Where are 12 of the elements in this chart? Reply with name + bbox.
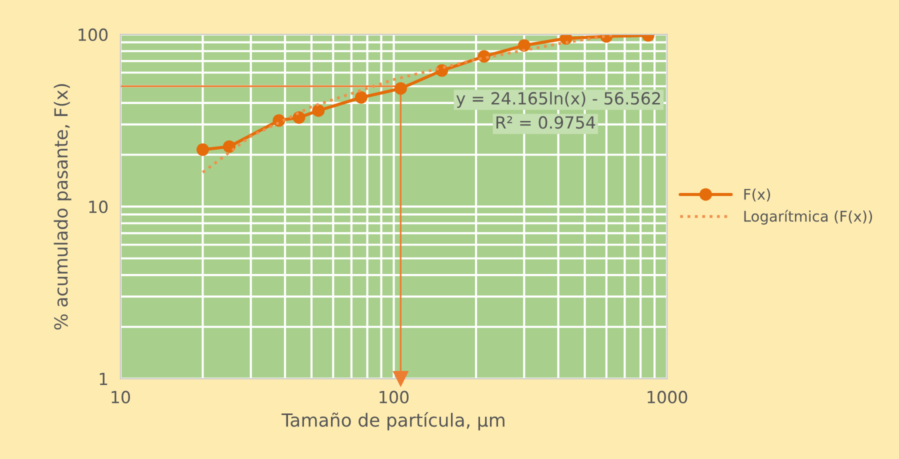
- annotation: R² = 0.9754: [496, 116, 596, 129]
- y-tick-label: 100: [78, 28, 108, 41]
- legend-label: F(x): [744, 188, 770, 202]
- annotation: y = 24.165ln(x) - 56.562: [456, 92, 660, 108]
- x-axis-title: Tamaño de partícula, µm: [282, 412, 504, 430]
- y-axis-title: % acumulado pasante, F(x): [54, 84, 72, 330]
- y-tick-label: 10: [89, 200, 108, 214]
- y-tick-label: 1: [100, 372, 108, 386]
- x-tick-label: 10: [112, 390, 130, 404]
- x-tick-label: 1000: [648, 390, 688, 404]
- x-tick-label: 100: [380, 390, 409, 404]
- legend-label: Logarítmica (F(x)): [744, 210, 872, 225]
